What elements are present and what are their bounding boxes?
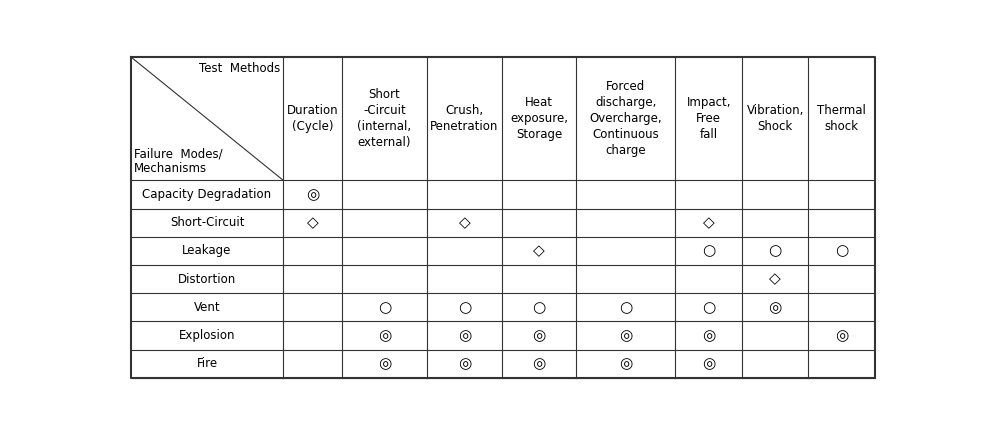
Text: Failure  Modes/
Mechanisms: Failure Modes/ Mechanisms [134, 147, 223, 175]
Text: Test  Methods: Test Methods [199, 62, 281, 75]
Text: ◎: ◎ [702, 328, 715, 343]
Text: ◇: ◇ [769, 272, 781, 286]
Text: ◎: ◎ [702, 356, 715, 371]
Text: ○: ○ [532, 300, 546, 315]
Text: Explosion: Explosion [179, 329, 235, 342]
Text: Fire: Fire [196, 357, 218, 370]
Text: ◎: ◎ [306, 187, 319, 202]
Text: ◇: ◇ [458, 215, 470, 230]
Text: ◎: ◎ [532, 356, 546, 371]
Text: ◎: ◎ [532, 328, 546, 343]
Text: Duration
(Cycle): Duration (Cycle) [287, 104, 339, 133]
Text: ◇: ◇ [306, 215, 318, 230]
Text: ○: ○ [620, 300, 632, 315]
Text: Distortion: Distortion [178, 273, 236, 286]
Text: Vent: Vent [194, 301, 221, 314]
Text: ◎: ◎ [458, 356, 471, 371]
Text: Impact,
Free
fall: Impact, Free fall [687, 96, 731, 141]
Text: Thermal
shock: Thermal shock [818, 104, 866, 133]
Text: ◎: ◎ [768, 300, 782, 315]
Text: ◎: ◎ [620, 328, 632, 343]
Text: Heat
exposure,
Storage: Heat exposure, Storage [510, 96, 568, 141]
Text: ◇: ◇ [702, 215, 714, 230]
Text: Leakage: Leakage [182, 245, 231, 257]
Text: ○: ○ [378, 300, 391, 315]
Text: ◎: ◎ [620, 356, 632, 371]
Text: ○: ○ [458, 300, 471, 315]
Text: Short-Circuit: Short-Circuit [169, 216, 244, 229]
Text: Short
-Circuit
(internal,
external): Short -Circuit (internal, external) [358, 88, 412, 149]
Text: ○: ○ [702, 300, 715, 315]
Text: Capacity Degradation: Capacity Degradation [143, 188, 272, 201]
Text: Forced
discharge,
Overcharge,
Continuous
charge: Forced discharge, Overcharge, Continuous… [590, 80, 662, 157]
Text: ◎: ◎ [835, 328, 848, 343]
Text: ◎: ◎ [378, 328, 391, 343]
Text: ◇: ◇ [533, 243, 545, 258]
Text: Vibration,
Shock: Vibration, Shock [747, 104, 804, 133]
Text: ○: ○ [835, 243, 848, 258]
Text: ○: ○ [702, 243, 715, 258]
Text: ○: ○ [768, 243, 782, 258]
Text: ◎: ◎ [378, 356, 391, 371]
Text: Crush,
Penetration: Crush, Penetration [430, 104, 498, 133]
Text: ◎: ◎ [458, 328, 471, 343]
